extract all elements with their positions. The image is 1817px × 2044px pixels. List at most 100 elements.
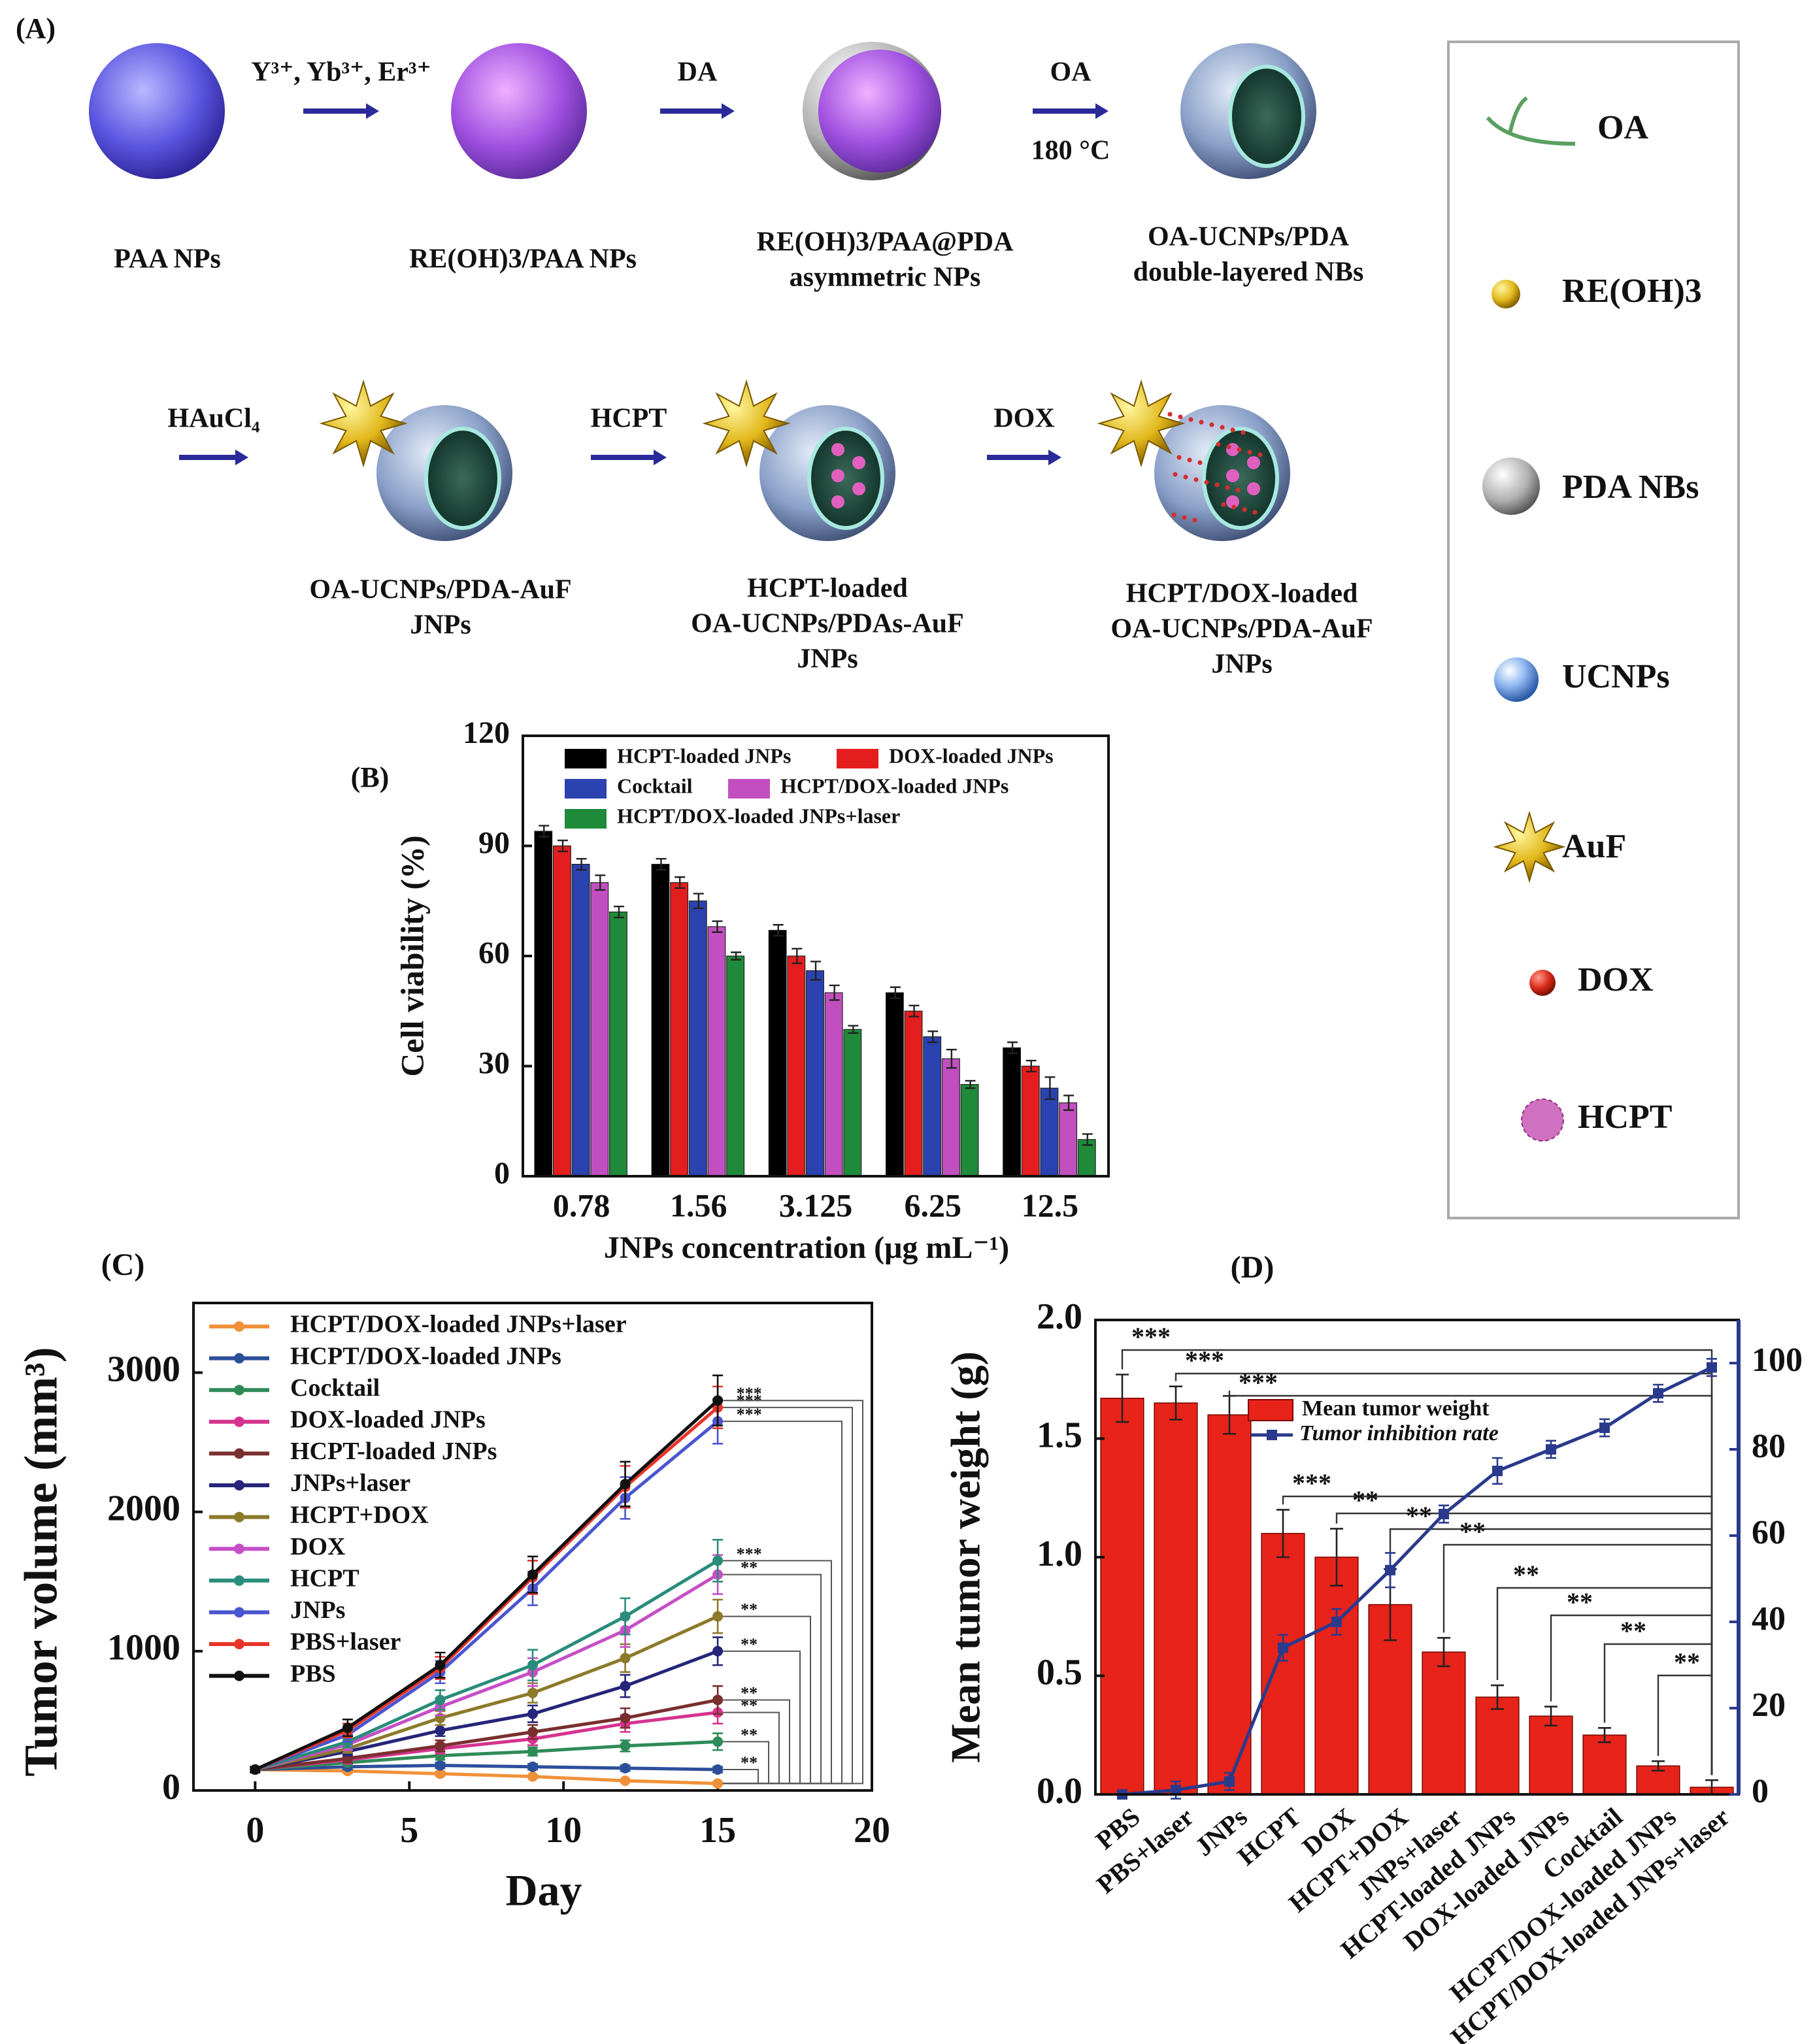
auf-star — [319, 379, 408, 468]
point — [435, 1768, 446, 1779]
bar — [1100, 1397, 1144, 1795]
legend-label: DOX-loaded JNPs — [889, 744, 1054, 767]
x-tick-label: 15 — [699, 1810, 736, 1851]
y-tick-label: 0.0 — [1037, 1771, 1082, 1811]
y-tick-label: 80 — [1752, 1428, 1786, 1465]
hcpt-dot — [852, 456, 865, 469]
legend-swatch — [565, 779, 607, 799]
node-label: OA-UCNPs/PDA — [1148, 222, 1350, 252]
sphere — [818, 50, 941, 173]
sphere-cavity — [1202, 427, 1279, 530]
x-tick-label: 10 — [545, 1810, 582, 1851]
legend-marker — [234, 1607, 244, 1618]
error-bar — [557, 839, 568, 853]
node-label: OA-UCNPs/PDAs-AuF — [691, 609, 964, 639]
legend-label: Cocktail — [617, 774, 693, 797]
series-line — [255, 1739, 718, 1772]
y-tick-label: 40 — [1752, 1600, 1786, 1638]
bar — [590, 882, 609, 1177]
y-tick-label: 0 — [162, 1767, 180, 1807]
legend-marker — [1267, 1430, 1277, 1440]
error-bar — [1169, 1385, 1182, 1421]
significance-bracket — [1657, 1674, 1713, 1775]
error-bar — [1007, 1041, 1018, 1055]
dox-dot — [1220, 425, 1225, 430]
hcpt-dot — [1247, 482, 1260, 495]
point — [712, 1645, 724, 1657]
dox-dot — [1216, 442, 1221, 447]
point — [1707, 1362, 1717, 1373]
hcpt-dot — [831, 495, 844, 508]
legend-marker — [234, 1385, 244, 1396]
hcpt-dot — [831, 443, 844, 456]
error-bar — [613, 905, 624, 919]
node-label: JNPs — [1211, 650, 1272, 680]
sphere-cavity — [424, 427, 501, 530]
point — [1653, 1388, 1663, 1399]
error-bar — [848, 1025, 859, 1034]
legend-label: Mean tumor weight — [1302, 1396, 1490, 1421]
significance: ** — [741, 1635, 758, 1654]
y-tick-label: 3000 — [107, 1349, 180, 1389]
sphere-cavity — [807, 427, 884, 530]
point — [435, 1694, 446, 1706]
y-tick-label: 1.5 — [1037, 1415, 1082, 1455]
bar — [806, 970, 824, 1177]
y-tick-label: 0.5 — [1037, 1652, 1082, 1692]
bar — [707, 926, 726, 1177]
dox-dot — [1192, 518, 1197, 523]
arrow-head — [1048, 450, 1061, 465]
point — [435, 1760, 446, 1771]
x-tick-label: 0 — [246, 1810, 264, 1851]
error-bar — [908, 1004, 920, 1017]
error-bar — [1082, 1133, 1093, 1146]
dox-dot — [1193, 477, 1199, 482]
point — [435, 1740, 446, 1751]
legend-label: PBS+laser — [290, 1628, 401, 1656]
significance-bracket — [723, 1711, 780, 1785]
dox-dot — [1214, 482, 1220, 487]
significance: ** — [741, 1558, 758, 1577]
error-bar — [712, 920, 723, 933]
y-tick-label: 2000 — [107, 1489, 180, 1529]
point — [527, 1569, 538, 1580]
error-bar — [946, 1049, 957, 1069]
point — [712, 1611, 724, 1622]
bar — [1422, 1651, 1466, 1795]
bar — [1154, 1402, 1198, 1795]
point — [620, 1653, 631, 1664]
y-tick-label: 20 — [1752, 1687, 1786, 1724]
point — [527, 1687, 538, 1698]
arrow-label: OA — [1050, 58, 1092, 88]
y-tick-label: 120 — [463, 716, 510, 750]
hcpt-dot — [1226, 495, 1239, 508]
point — [527, 1746, 538, 1757]
series-line — [254, 1649, 718, 1772]
significance: *** — [737, 1384, 762, 1403]
legend-label: HCPT/DOX-loaded JNPs+laser — [290, 1311, 627, 1338]
y-tick-label: 60 — [1752, 1514, 1786, 1551]
error-bar — [965, 1080, 976, 1089]
bar — [552, 845, 571, 1177]
x-tick-label: 3.125 — [779, 1187, 853, 1223]
significance-bracket — [723, 1560, 832, 1785]
series-line — [254, 1615, 719, 1772]
legend-label: RE(OH)3 — [1562, 272, 1702, 310]
error-bar — [595, 874, 606, 891]
dox-dot — [1183, 474, 1188, 480]
node-label: OA-UCNPs/PDA-AuF — [309, 575, 571, 605]
x-tick-label: 12.5 — [1022, 1187, 1079, 1223]
dox-dot — [1176, 455, 1182, 460]
bar — [534, 831, 553, 1177]
point — [1278, 1642, 1288, 1653]
legend-label: OA — [1597, 109, 1648, 146]
legend-label: JNPs+laser — [290, 1470, 410, 1497]
error-bar — [1544, 1706, 1558, 1727]
significance: *** — [1131, 1322, 1171, 1351]
legend-label: HCPT/DOX-loaded JNPs — [780, 774, 1009, 797]
x-tick-label: 5 — [400, 1810, 418, 1851]
legend-label: Cocktail — [290, 1374, 380, 1402]
y-tick-label: 60 — [478, 936, 510, 970]
bar — [726, 955, 745, 1177]
